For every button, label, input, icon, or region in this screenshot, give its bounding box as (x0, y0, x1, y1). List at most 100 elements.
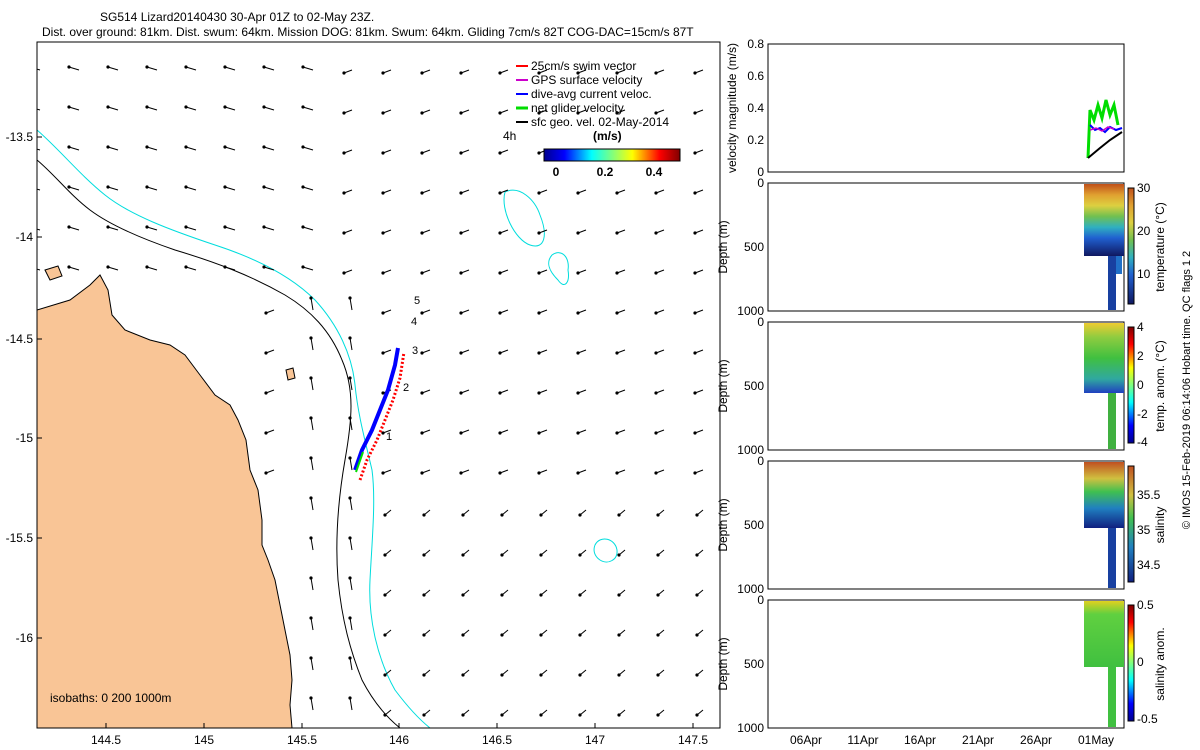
velocity-arrow (185, 266, 197, 271)
velocity-arrow (37, 268, 41, 271)
velocity-arrow-head (184, 185, 188, 189)
velocity-arrow-head (348, 616, 352, 620)
velocity-arrow-head (693, 191, 697, 195)
velocity-arrow-head (262, 105, 266, 109)
velocity-arrow-head (459, 191, 463, 195)
colorbar-tick: -0.5 (1137, 712, 1158, 726)
velocity-arrow-head (539, 713, 543, 717)
map-x-tick: 145 (194, 733, 214, 747)
velocity-arrow (302, 146, 314, 151)
depth-tick: 0 (757, 454, 764, 468)
velocity-ylabel: velocity magnitude (m/s) (725, 43, 739, 173)
velocity-arrow-head (264, 431, 268, 435)
time-tick: 21Apr (962, 733, 994, 747)
velocity-arrow-head (106, 65, 110, 69)
depth-ylabel: Depth (m) (716, 637, 730, 690)
velocity-arrow-head (500, 713, 504, 717)
velocity-arrow-head (309, 656, 313, 660)
velocity-arrow-head (348, 696, 352, 700)
colorbar-unit: (m/s) (593, 129, 622, 143)
velocity-arrow-head (264, 351, 268, 355)
velocity-arrow (146, 66, 158, 71)
colorbar-tick: 0 (1137, 655, 1144, 669)
velocity-arrow-head (67, 65, 71, 69)
velocity-arrow (68, 186, 80, 191)
velocity-arrow-head (106, 265, 110, 269)
velocity-arrow (302, 226, 314, 231)
temperature-cblabel: temperature (°C) (1153, 202, 1167, 292)
velocity-arrow-head (348, 296, 352, 300)
velocity-arrow (310, 457, 314, 471)
velocity-arrow-head (106, 105, 110, 109)
velocity-arrow (146, 226, 158, 231)
velocity-arrow-head (309, 296, 313, 300)
velocity-arrow-head (693, 351, 697, 355)
velocity-arrow-head (617, 713, 621, 717)
depth-tick: 1000 (737, 443, 764, 457)
velocity-arrow-head (420, 391, 424, 395)
velocity-arrow-head (420, 111, 424, 115)
day-label: 4 (411, 316, 417, 328)
colorbar-tick: -2 (1137, 407, 1148, 421)
dive-avg-current-line (1089, 124, 1123, 134)
depth-tick: 0 (757, 176, 764, 190)
velocity-arrow-head (459, 271, 463, 275)
velocity-arrow (224, 226, 236, 231)
velocity-arrow-head (348, 656, 352, 660)
velocity-arrow-head (498, 191, 502, 195)
velocity-arrow (224, 66, 236, 71)
surface-velocity-arrows (37, 65, 704, 717)
velocity-arrow-head (381, 231, 385, 235)
velocity-arrow (349, 577, 353, 591)
depth-tick: 500 (744, 379, 764, 393)
velocity-arrow-head (656, 673, 660, 677)
velocity-arrow-head (498, 231, 502, 235)
velocity-arrow-head (576, 431, 580, 435)
isobath-200m (37, 159, 401, 728)
legend-label: sfc geo. vel. 02-May-2014 (531, 115, 669, 129)
velocity-arrow-head (461, 513, 465, 517)
velocity-arrow-head (422, 593, 426, 597)
velocity-arrow-head (383, 633, 387, 637)
velocity-arrow-head (381, 191, 385, 195)
velocity-arrow-head (381, 271, 385, 275)
velocity-arrow (146, 186, 158, 191)
depth-tick: 1000 (737, 304, 764, 318)
velocity-arrow-head (461, 593, 465, 597)
velocity-arrow-head (309, 496, 313, 500)
depth-tick: 500 (744, 240, 764, 254)
velocity-arrow-head (381, 351, 385, 355)
map-panel: 144.5 145 145.5 146 146.5 147 147.5 -13.… (6, 41, 721, 747)
velocity-arrow-head (578, 513, 582, 517)
velocity-arrow-head (309, 376, 313, 380)
velocity-arrow (310, 377, 314, 391)
velocity-arrow-head (381, 111, 385, 115)
velocity-arrow-head (656, 713, 660, 717)
velocity-arrow-head (420, 151, 424, 155)
depth-ylabel: Depth (m) (716, 220, 730, 273)
velocity-arrow (37, 148, 41, 151)
colorbar-tick: 35.5 (1137, 488, 1161, 502)
velocity-arrow (146, 146, 158, 151)
time-tick: 26Apr (1020, 733, 1052, 747)
velocity-arrow-head (576, 271, 580, 275)
velocity-arrow-head (309, 416, 313, 420)
velocity-arrow-head (693, 71, 697, 75)
velocity-arrow-head (498, 271, 502, 275)
velocity-arrow-head (145, 225, 149, 229)
velocity-arrow-head (695, 593, 699, 597)
velocity-arrow (107, 106, 119, 111)
velocity-arrow-head (184, 105, 188, 109)
velocity-arrow (310, 297, 314, 311)
velocity-arrow-head (498, 431, 502, 435)
velocity-arrow-head (654, 391, 658, 395)
velocity-arrow-head (576, 111, 580, 115)
velocity-arrow-head (106, 185, 110, 189)
velocity-arrow-head (342, 191, 346, 195)
velocity-arrow-head (223, 105, 227, 109)
map-x-axis: 144.5 145 145.5 146 146.5 147 147.5 (91, 723, 708, 747)
velocity-arrow (107, 266, 119, 271)
velocity-arrow-head (342, 71, 346, 75)
velocity-arrow (349, 377, 353, 391)
